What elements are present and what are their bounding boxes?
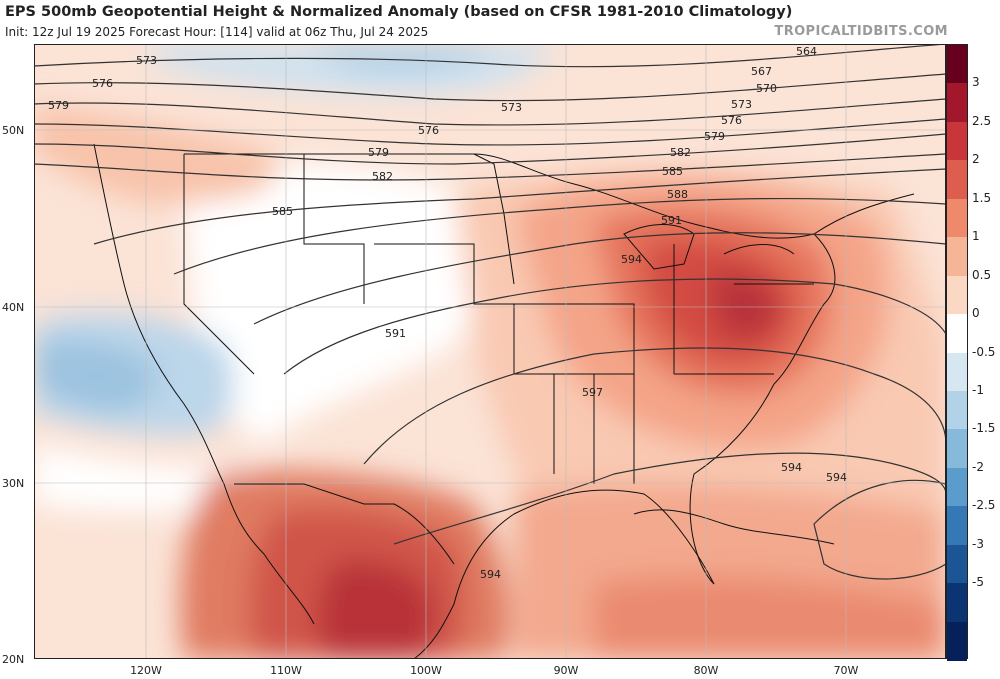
lat-label: 50N [2,124,25,137]
contour-label: 591 [385,327,406,340]
colorbar-tick-label: 0.5 [972,267,992,282]
colorbar-segment [947,198,967,238]
brand-watermark: TROPICALTIDBITS.COM [774,24,948,39]
lat-label: 40N [2,301,25,314]
colorbar-tick-label: 1 [972,229,980,244]
colorbar-segment [947,621,967,661]
contour-label: 579 [704,130,725,143]
contour-label: 570 [756,82,777,95]
colorbar-tick-label: 1.5 [972,190,992,205]
forecast-subtitle: Init: 12z Jul 19 2025 Forecast Hour: [11… [5,25,429,39]
lon-label: 70W [833,664,859,677]
contour-label: 585 [272,205,293,218]
lon-label: 120W [130,664,162,677]
lon-label: 90W [553,664,579,677]
colorbar-segment [947,275,967,315]
colorbar-segment [947,121,967,161]
colorbar-segment [947,83,967,123]
lat-label: 30N [2,477,25,490]
contour-label: 576 [418,124,439,137]
contour-label: 573 [136,54,157,67]
contour-label: 582 [372,170,393,183]
contour-label: 594 [781,461,802,474]
map-canvas: 564 567 570 573 573 573 576 576 576 579 … [34,44,946,659]
lon-label: 100W [410,664,442,677]
colorbar-segment [947,544,967,584]
colorbar-segment [947,160,967,200]
colorbar-segment [947,237,967,277]
colorbar-segment [947,583,967,623]
map-title: EPS 500mb Geopotential Height & Normaliz… [5,4,793,20]
boundaries [93,143,915,659]
anomaly-shading [34,44,946,659]
contour-label: 579 [368,146,389,159]
contour-label: 567 [751,65,772,78]
colorbar-segment [947,506,967,546]
colorbar-tick-label: 3 [972,75,980,90]
colorbar-tick-label: -1 [972,382,984,397]
contour-label: 573 [731,98,752,111]
contour-label: 585 [662,165,683,178]
lon-label: 80W [693,664,719,677]
height-contours [34,44,946,580]
colorbar-segment [947,352,967,392]
anomaly-map: 564 567 570 573 573 573 576 576 576 579 … [34,44,946,659]
contour-label: 591 [661,214,682,227]
contour-label: 576 [721,114,742,127]
contour-label: 573 [501,101,522,114]
graticule [34,44,946,659]
colorbar-tick-label: -5 [972,575,984,590]
colorbar-segment [947,429,967,469]
contour-label: 594 [826,471,847,484]
colorbar-tick-label: -3 [972,536,984,551]
colorbar-tick-label: -2.5 [972,498,996,513]
colorbar-tick-label: 2 [972,152,980,167]
lon-label: 110W [270,664,302,677]
colorbar-tick-label: 0 [972,306,980,321]
contour-label: 576 [92,77,113,90]
colorbar-tick-label: -1.5 [972,421,996,436]
contour-label: 582 [670,146,691,159]
colorbar-tick-label: -2 [972,459,984,474]
lat-label: 20N [2,653,25,666]
colorbar-segment [947,467,967,507]
colorbar-tick-label: -0.5 [972,344,996,359]
contour-label: 594 [621,253,642,266]
colorbar-tick-label: 2.5 [972,113,992,128]
colorbar-segment [947,45,967,84]
contour-label: 594 [480,568,501,581]
anomaly-colorbar [946,44,968,661]
contour-label: 597 [582,386,603,399]
contour-label: 588 [667,188,688,201]
contour-label: 564 [796,45,817,58]
contour-label-group: 564 567 570 573 573 573 576 576 576 579 … [48,45,847,581]
colorbar-segment [947,390,967,430]
contour-label: 579 [48,99,69,112]
colorbar-segment [947,314,967,353]
